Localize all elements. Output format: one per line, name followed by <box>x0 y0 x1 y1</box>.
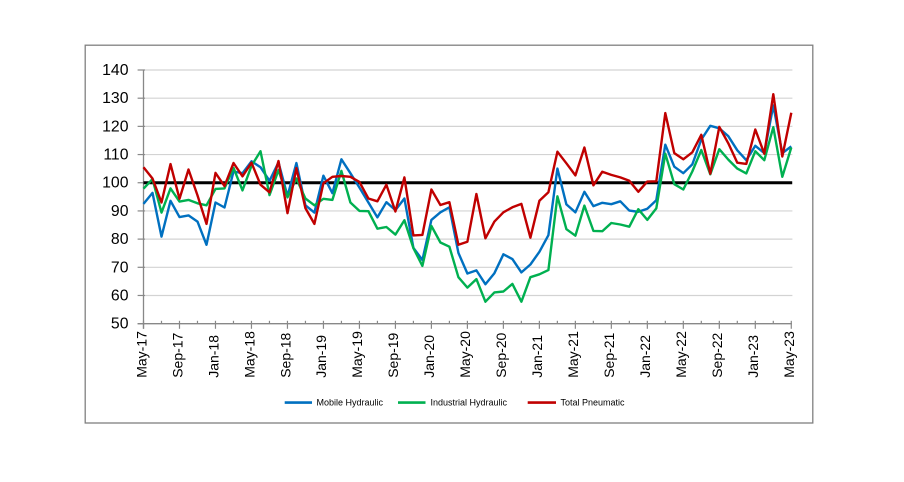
svg-text:Mobile Hydraulic: Mobile Hydraulic <box>317 397 384 407</box>
svg-text:Jan-20: Jan-20 <box>421 335 437 378</box>
svg-text:Sep-20: Sep-20 <box>493 332 509 377</box>
svg-text:140: 140 <box>102 62 129 79</box>
svg-text:May-22: May-22 <box>673 331 689 378</box>
svg-text:Jan-21: Jan-21 <box>529 335 545 378</box>
svg-text:130: 130 <box>102 90 129 107</box>
svg-text:Industrial Hydraulic: Industrial Hydraulic <box>431 397 508 407</box>
svg-text:Sep-22: Sep-22 <box>709 332 725 377</box>
svg-text:Sep-18: Sep-18 <box>277 332 293 377</box>
svg-text:100: 100 <box>102 175 129 192</box>
svg-text:Sep-19: Sep-19 <box>385 332 401 377</box>
svg-text:Jan-23: Jan-23 <box>745 335 761 378</box>
svg-text:70: 70 <box>111 259 129 276</box>
svg-text:May-19: May-19 <box>349 331 365 378</box>
svg-text:110: 110 <box>103 147 128 164</box>
svg-text:90: 90 <box>111 203 129 220</box>
svg-text:120: 120 <box>102 118 129 135</box>
svg-text:May-21: May-21 <box>565 331 581 378</box>
svg-text:Total Pneumatic: Total Pneumatic <box>561 397 626 407</box>
svg-text:May-17: May-17 <box>133 331 149 378</box>
svg-text:May-18: May-18 <box>241 331 257 378</box>
svg-text:60: 60 <box>111 288 129 305</box>
svg-text:May-20: May-20 <box>457 331 473 378</box>
svg-text:May-23: May-23 <box>781 331 797 378</box>
svg-text:50: 50 <box>111 316 129 333</box>
svg-text:Sep-21: Sep-21 <box>601 332 617 377</box>
svg-text:Sep-17: Sep-17 <box>169 332 185 377</box>
svg-text:Jan-22: Jan-22 <box>637 335 653 378</box>
svg-text:80: 80 <box>111 231 129 248</box>
svg-text:Jan-18: Jan-18 <box>205 335 221 378</box>
svg-text:Jan-19: Jan-19 <box>313 335 329 378</box>
